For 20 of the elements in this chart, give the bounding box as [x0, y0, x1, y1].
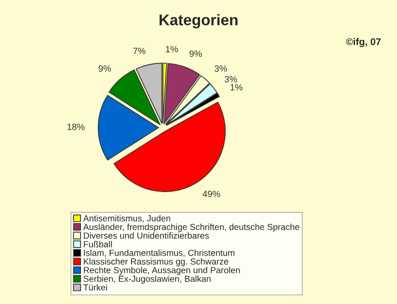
legend-label: Rechte Symbole, Aussagen und Parolen	[84, 266, 240, 275]
legend-label: Diverses und Unidentifizierbares	[84, 232, 209, 239]
data-label: 1%	[230, 84, 242, 90]
data-label: 9%	[98, 65, 111, 72]
data-label: 9%	[190, 50, 202, 57]
legend-label: Islam, Fundamentalismus, Christentum	[84, 250, 234, 257]
legend-label: Klassischer Rassismus gg. Schwarze	[84, 258, 228, 266]
data-label: 18%	[68, 124, 85, 130]
legend-label: Türkei	[83, 284, 107, 291]
data-label: 49%	[202, 190, 220, 198]
legend-label: Ausländer, fremdsprachige Schriften, deutsche Sprache	[83, 224, 300, 232]
legend-label: Serbien, Ex-Jugoslawien, Balkan	[84, 275, 211, 284]
legend-label: Fußball	[84, 240, 112, 248]
data-label: 7%	[133, 48, 146, 54]
data-label: 1%	[166, 46, 178, 52]
chart-title: Kategorien	[160, 14, 238, 28]
legend-label: Antisemitismus, Juden	[83, 214, 170, 222]
data-label: 3%	[224, 76, 238, 82]
data-label: 3%	[214, 65, 227, 72]
text: ©ifg, 07	[346, 38, 381, 48]
